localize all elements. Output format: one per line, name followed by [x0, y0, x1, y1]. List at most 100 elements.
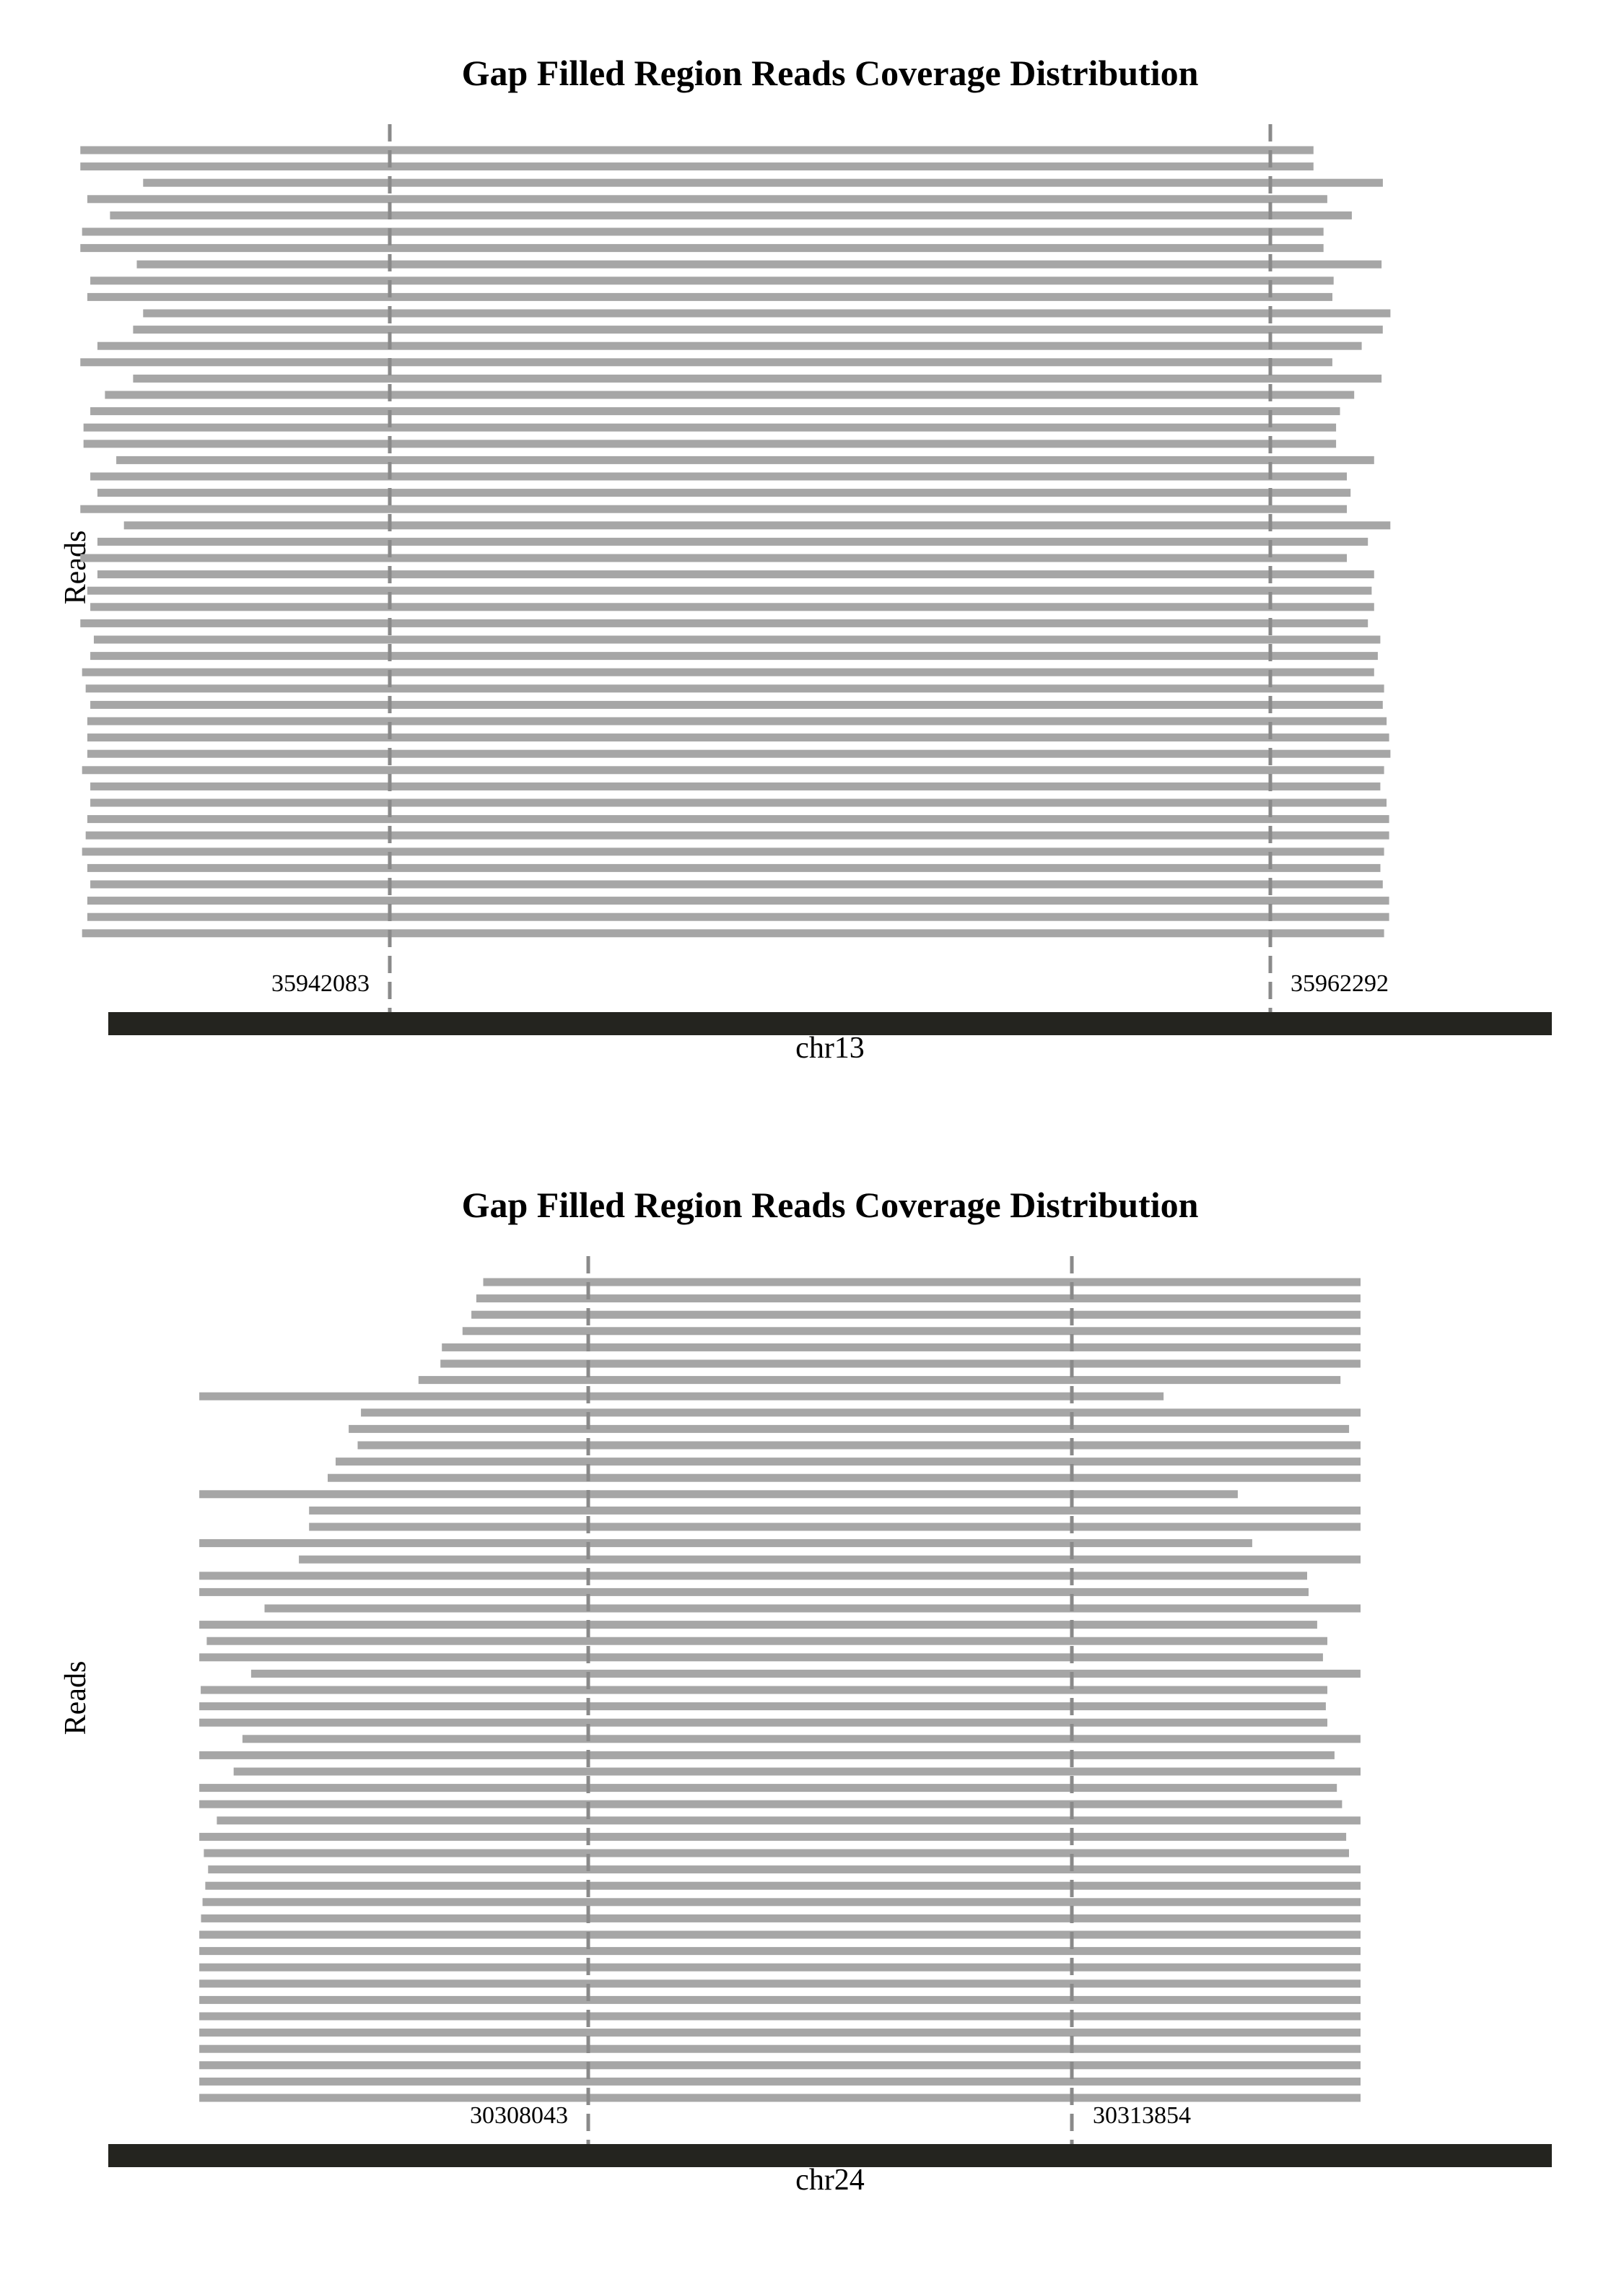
read-bar	[328, 1473, 1361, 1482]
read-bar	[90, 798, 1387, 807]
read-bar	[199, 2029, 1361, 2037]
read-bar	[357, 1441, 1361, 1450]
read-bar	[202, 1898, 1361, 1907]
read-bar	[217, 1816, 1361, 1825]
read-bar	[90, 782, 1381, 790]
read-bar	[87, 717, 1387, 726]
read-bar	[199, 1653, 1323, 1662]
read-bar	[199, 1718, 1328, 1727]
read-bar	[143, 309, 1391, 318]
read-bar	[110, 211, 1352, 219]
read-bar	[199, 1947, 1361, 1956]
y-axis-label: Reads	[59, 531, 92, 605]
read-bar	[143, 178, 1383, 187]
read-bar	[82, 227, 1324, 236]
chart-title: Gap Filled Region Reads Coverage Distrib…	[462, 1185, 1199, 1225]
read-bar	[299, 1555, 1361, 1564]
read-bar	[205, 1881, 1361, 1890]
read-bar	[97, 537, 1368, 546]
read-bar	[87, 749, 1391, 758]
read-bar	[206, 1637, 1327, 1645]
chromosome-label: chr24	[795, 2164, 865, 2197]
read-bar	[483, 1278, 1361, 1286]
read-bar	[87, 292, 1332, 301]
read-bar	[199, 1832, 1347, 1841]
chromosome-bar	[108, 2144, 1552, 2167]
reads-group	[80, 146, 1391, 938]
gap-end-label: 30313854	[1093, 2102, 1191, 2129]
coverage-chart-chr24: Gap Filled Region Reads Coverage Distrib…	[0, 1137, 1624, 2274]
read-bar	[80, 162, 1314, 171]
read-bar	[80, 244, 1324, 253]
read-bar	[87, 195, 1327, 204]
read-bar	[85, 831, 1389, 840]
read-bar	[87, 586, 1372, 595]
read-bar	[199, 1587, 1309, 1596]
read-bar	[136, 260, 1382, 269]
read-bar	[80, 619, 1368, 627]
read-bar	[208, 1865, 1361, 1874]
read-bar	[87, 863, 1381, 872]
read-bar	[133, 374, 1382, 383]
read-bar	[80, 358, 1332, 367]
chart-svg-chr24: Gap Filled Region Reads Coverage Distrib…	[59, 1185, 1552, 2197]
read-bar	[476, 1294, 1361, 1303]
read-bar	[199, 1800, 1343, 1808]
read-bar	[80, 554, 1347, 562]
read-bar	[82, 766, 1384, 775]
read-bar	[90, 472, 1348, 481]
read-bar	[471, 1310, 1361, 1319]
read-bar	[90, 276, 1334, 285]
read-bar	[201, 1914, 1361, 1922]
read-bar	[204, 1849, 1349, 1857]
read-bar	[199, 1930, 1361, 1939]
read-bar	[82, 848, 1384, 856]
read-bar	[199, 1490, 1238, 1499]
read-bar	[349, 1424, 1350, 1433]
read-bar	[199, 1539, 1252, 1548]
y-axis-label: Reads	[59, 1661, 92, 1735]
read-bar	[80, 505, 1347, 513]
read-bar	[336, 1458, 1361, 1466]
gap-end-label: 35962292	[1291, 970, 1389, 997]
read-bar	[199, 1621, 1317, 1629]
read-bar	[87, 897, 1389, 905]
read-bar	[82, 929, 1384, 938]
read-bar	[97, 489, 1351, 497]
read-bar	[440, 1359, 1361, 1368]
read-bar	[123, 521, 1391, 530]
read-bar	[105, 391, 1355, 399]
read-bar	[87, 912, 1389, 921]
coverage-chart-chr13: Gap Filled Region Reads Coverage Distrib…	[59, 53, 1552, 1065]
read-bar	[199, 1995, 1361, 2004]
read-bar	[116, 456, 1374, 464]
read-bar	[133, 326, 1383, 334]
reads-group	[199, 1278, 1361, 2102]
read-bar	[83, 440, 1337, 448]
read-bar	[199, 2044, 1361, 2053]
read-bar	[199, 1702, 1326, 1711]
read-bar	[80, 146, 1314, 154]
read-bar	[199, 2061, 1361, 2070]
read-bar	[199, 1751, 1335, 1759]
read-bar	[82, 668, 1374, 676]
read-bar	[199, 2012, 1361, 2021]
read-bar	[199, 2077, 1361, 2086]
read-bar	[199, 1572, 1308, 1580]
read-bar	[199, 1979, 1361, 1988]
read-bar	[242, 1735, 1361, 1743]
read-bar	[199, 1784, 1337, 1792]
read-bar	[250, 1669, 1361, 1678]
read-bar	[87, 815, 1389, 824]
read-bar	[309, 1506, 1361, 1515]
read-bar	[90, 652, 1378, 661]
read-bar	[97, 341, 1362, 350]
chromosome-label: chr13	[795, 1032, 865, 1065]
read-bar	[361, 1408, 1361, 1417]
chart-title: Gap Filled Region Reads Coverage Distrib…	[462, 53, 1199, 93]
read-bar	[199, 1392, 1164, 1400]
gap-start-label: 35942083	[271, 970, 370, 997]
chromosome-bar	[108, 1012, 1552, 1035]
read-bar	[83, 423, 1337, 432]
read-bar	[264, 1604, 1361, 1613]
